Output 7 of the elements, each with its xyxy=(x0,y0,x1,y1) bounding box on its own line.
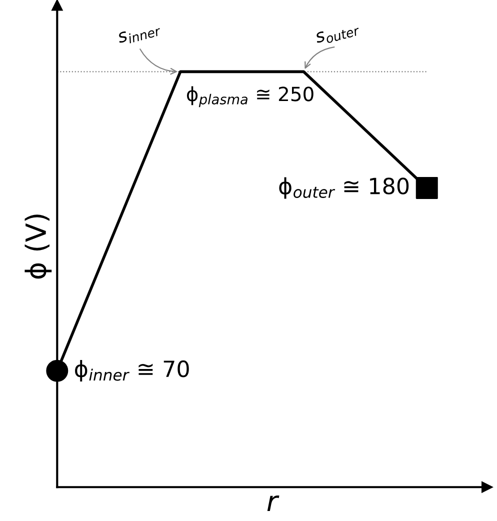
annotation: s$_{outer}$ xyxy=(314,22,360,46)
data-label: ϕ$_{plasma}$ ≅ 250 xyxy=(186,86,314,108)
data-label: ϕ$_{inner}$ ≅ 70 xyxy=(75,360,189,382)
x-axis-title: r xyxy=(267,495,280,512)
y-axis-title: ϕ (V) xyxy=(24,214,52,279)
data-label: ϕ$_{outer}$ ≅ 180 xyxy=(279,177,409,199)
annotation: s$_{inner}$ xyxy=(117,22,162,46)
